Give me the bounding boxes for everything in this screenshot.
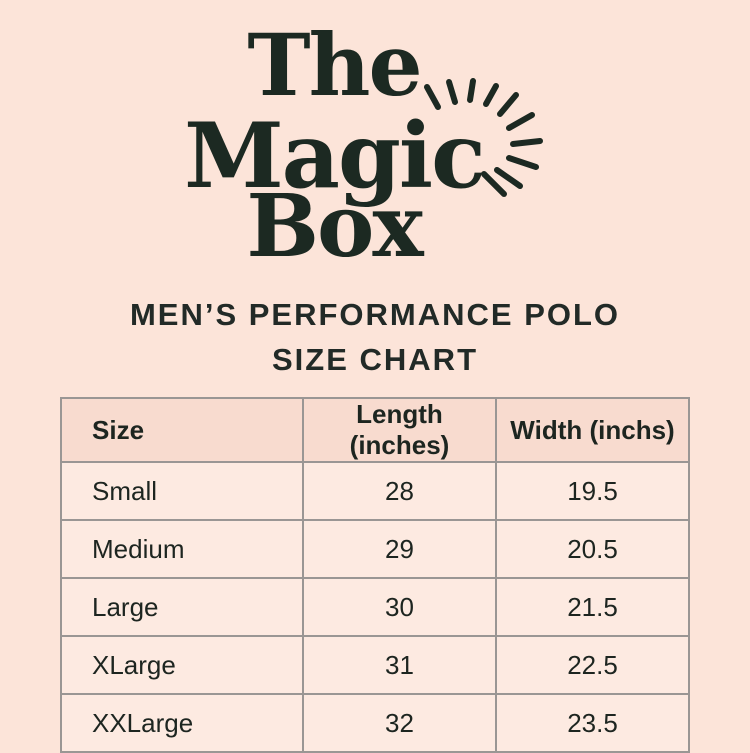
starburst-rays-icon <box>422 76 554 202</box>
column-header-size: Size <box>60 397 304 463</box>
cell-width: 22.5 <box>495 635 690 695</box>
cell-width: 20.5 <box>495 519 690 579</box>
cell-width: 21.5 <box>495 577 690 637</box>
cell-size: XXLarge <box>60 693 304 753</box>
table-row-xlarge: XLarge 31 22.5 <box>60 635 690 695</box>
cell-length: 29 <box>302 519 497 579</box>
logo-line-the: The <box>247 16 422 116</box>
brand-logo: The Magic Box <box>0 0 668 270</box>
cell-length: 31 <box>302 635 497 695</box>
table-row-xxlarge: XXLarge 32 23.5 <box>60 693 690 753</box>
page-title-line2: SIZE CHART <box>272 342 478 377</box>
table-row-large: Large 30 21.5 <box>60 577 690 637</box>
cell-size: Medium <box>60 519 304 579</box>
logo-line-magic: Magic <box>184 103 486 209</box>
table-row-medium: Medium 29 20.5 <box>60 519 690 579</box>
cell-length: 30 <box>302 577 497 637</box>
column-header-width: Width (inchs) <box>495 397 690 463</box>
page-title-line1: MEN’S PERFORMANCE POLO <box>129 297 621 332</box>
size-chart-table: Size Length (inches) Width (inchs) Small… <box>60 397 690 753</box>
table-row-small: Small 28 19.5 <box>60 461 690 521</box>
column-header-length: Length (inches) <box>302 397 497 463</box>
cell-length: 28 <box>302 461 497 521</box>
cell-width: 23.5 <box>495 693 690 753</box>
cell-size: XLarge <box>60 635 304 695</box>
table-header-row: Size Length (inches) Width (inchs) <box>60 397 690 463</box>
cell-width: 19.5 <box>495 461 690 521</box>
cell-length: 32 <box>302 693 497 753</box>
cell-size: Small <box>60 461 304 521</box>
cell-size: Large <box>60 577 304 637</box>
page-title: MEN’S PERFORMANCE POLO SIZE CHART <box>0 292 750 382</box>
logo-line-box: Box <box>246 176 423 277</box>
